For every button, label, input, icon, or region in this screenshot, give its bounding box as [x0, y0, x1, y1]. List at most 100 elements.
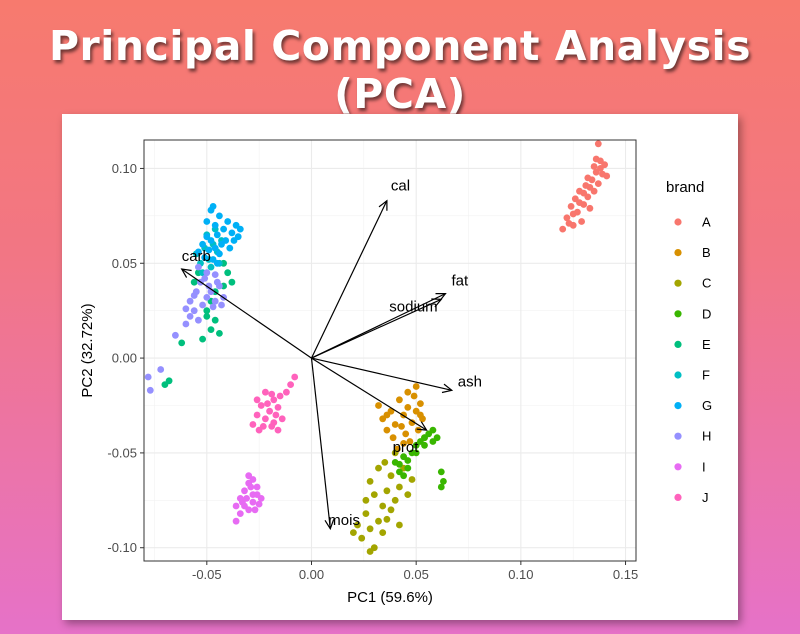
page-title: Principal Component Analysis (PCA) — [49, 22, 751, 118]
loading-arrowhead-mois — [324, 519, 335, 531]
data-point-G — [203, 218, 211, 225]
data-point-J — [249, 421, 257, 428]
data-point-A — [580, 189, 588, 197]
data-point-A — [584, 174, 592, 182]
legend-label-E: E — [702, 337, 711, 352]
data-point-A — [567, 203, 575, 210]
loading-arrowhead-cal — [378, 199, 388, 211]
data-point-G — [236, 225, 244, 233]
data-point-I — [249, 476, 257, 483]
loading-arrows: cal fat sodium ash prot mois carb — [180, 178, 482, 531]
x-axis-title: PC1 (59.6%) — [347, 589, 433, 606]
data-point-I — [236, 510, 244, 517]
data-point-H — [199, 301, 207, 309]
data-point-G — [216, 212, 223, 220]
data-point-E — [224, 269, 232, 277]
data-point-C — [362, 496, 370, 504]
data-point-I — [241, 487, 248, 495]
data-point-E — [216, 330, 223, 337]
data-point-D — [429, 426, 437, 434]
data-point-B — [383, 426, 391, 434]
legend-key-J — [674, 493, 682, 501]
data-point-E — [161, 381, 169, 388]
data-point-B — [408, 419, 416, 426]
legend-label-F: F — [702, 368, 710, 383]
loading-label-cal: cal — [391, 178, 410, 195]
data-point-C — [408, 476, 416, 483]
data-point-A — [569, 210, 577, 218]
data-point-H — [190, 292, 198, 299]
loading-arrowhead-sodium — [431, 298, 443, 308]
data-point-H — [195, 316, 202, 324]
x-tick-label: 0.00 — [299, 567, 324, 582]
loading-label-mois: mois — [328, 512, 360, 529]
data-point-E — [178, 339, 186, 347]
x-tick-label: 0.15 — [613, 567, 638, 582]
legend-label-I: I — [702, 459, 706, 474]
data-point-F — [207, 263, 215, 271]
data-point-H — [209, 303, 217, 311]
data-point-G — [216, 250, 223, 258]
data-point-A — [565, 220, 573, 227]
data-point-H — [218, 301, 225, 309]
loading-label-ash: ash — [458, 373, 482, 390]
data-point-A — [559, 225, 567, 233]
data-point-I — [243, 495, 251, 502]
legend-key-A — [674, 218, 682, 226]
panel-background — [144, 140, 636, 561]
data-point-C — [366, 548, 374, 555]
data-point-I — [232, 502, 240, 510]
data-point-A — [586, 184, 594, 191]
data-point-G — [195, 248, 202, 256]
legend-key-I — [674, 463, 682, 471]
data-point-B — [398, 423, 405, 430]
legend-key-F — [674, 371, 682, 379]
data-point-H — [203, 294, 211, 301]
data-point-C — [387, 472, 395, 480]
data-point-B — [402, 430, 410, 438]
data-point-B — [406, 438, 414, 445]
data-point-C — [391, 496, 399, 504]
data-point-D — [404, 457, 412, 464]
data-point-C — [381, 459, 389, 466]
loading-arrowhead-prot — [416, 421, 428, 431]
legend-label-A: A — [702, 215, 711, 230]
data-point-C — [375, 464, 382, 472]
x-tick-label: 0.10 — [508, 567, 533, 582]
data-point-A — [578, 218, 585, 225]
data-point-J — [270, 419, 278, 426]
data-point-A — [603, 172, 611, 180]
data-point-J — [276, 392, 284, 400]
data-point-H — [157, 366, 165, 373]
data-point-B — [414, 426, 422, 434]
data-point-D — [429, 438, 437, 445]
data-point-C — [379, 529, 387, 536]
data-point-G — [211, 244, 219, 252]
data-point-C — [354, 521, 361, 529]
loading-arrowhead-ash — [441, 383, 454, 394]
data-point-J — [283, 388, 290, 396]
data-point-J — [274, 404, 282, 411]
data-point-H — [144, 373, 152, 381]
data-point-B — [391, 421, 399, 428]
y-tick-label: 0.00 — [112, 351, 137, 366]
data-point-J — [262, 415, 269, 423]
data-point-E — [211, 316, 219, 324]
data-point-G — [207, 237, 215, 244]
data-point-A — [597, 165, 604, 172]
loading-arrow-ash — [311, 357, 452, 391]
loading-arrow-sodium — [311, 298, 442, 359]
data-point-H — [190, 307, 198, 315]
data-point-D — [412, 449, 420, 457]
data-point-A — [586, 204, 594, 212]
legend-title: brand — [666, 179, 704, 196]
loading-arrow-mois — [310, 358, 331, 529]
data-point-A — [590, 163, 598, 170]
scatter-points — [144, 140, 611, 555]
data-point-G — [213, 259, 221, 267]
data-point-B — [404, 388, 412, 396]
data-point-C — [358, 534, 366, 542]
data-point-C — [370, 491, 378, 498]
data-point-C — [375, 517, 382, 525]
data-point-G — [211, 221, 219, 229]
